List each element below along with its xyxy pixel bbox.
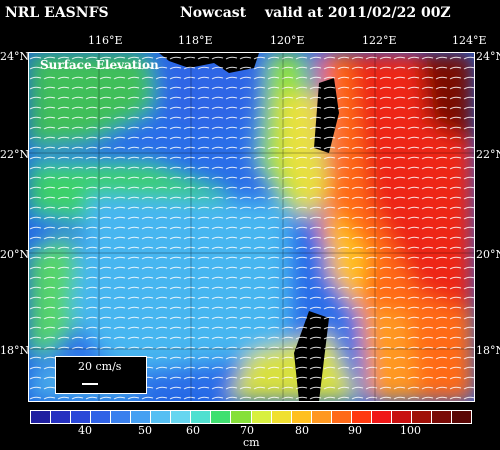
lon-label-116: 116°E (88, 34, 123, 47)
colorbar-swatch (431, 411, 452, 423)
colorbar-tick-90: 90 (348, 424, 362, 437)
colorbar-swatch (31, 411, 52, 423)
header: NRL EASNFS Nowcast valid at 2011/02/22 0… (0, 5, 500, 25)
colorbar-swatch (51, 411, 72, 423)
colorbar-tick-70: 70 (240, 424, 254, 437)
colorbar-swatch (251, 411, 272, 423)
velocity-scale-legend: 20 cm/s (55, 356, 147, 394)
colorbar-swatch (311, 411, 332, 423)
lat-label-right-22: 22°N (476, 148, 500, 161)
colorbar-swatch (451, 411, 472, 423)
scale-arrow (82, 383, 98, 385)
colorbar-swatch (231, 411, 252, 423)
colorbar-swatch (331, 411, 352, 423)
lat-label-left-24: 24°N (0, 50, 30, 63)
colorbar-swatch (191, 411, 212, 423)
valid-time: valid at 2011/02/22 00Z (265, 5, 451, 21)
colorbar-swatch (211, 411, 232, 423)
colorbar-swatch (411, 411, 432, 423)
map-field (29, 53, 474, 401)
lat-label-right-18: 18°N (476, 344, 500, 357)
colorbar-swatch (131, 411, 152, 423)
lon-label-124: 124°E (452, 34, 487, 47)
lat-label-left-20: 20°N (0, 248, 30, 261)
source-title: NRL EASNFS (5, 5, 109, 21)
colorbar-tick-100: 100 (400, 424, 421, 437)
colorbar-swatch (351, 411, 372, 423)
colorbar-swatch (91, 411, 112, 423)
colorbar-tick-50: 50 (138, 424, 152, 437)
lat-label-left-18: 18°N (0, 344, 30, 357)
colorbar-tick-40: 40 (78, 424, 92, 437)
colorbar-swatch (391, 411, 412, 423)
lon-label-122: 122°E (362, 34, 397, 47)
panel-label: Surface Elevation (40, 58, 159, 72)
lat-label-right-20: 20°N (476, 248, 500, 261)
colorbar-units: cm (243, 436, 260, 449)
colorbar-tick-60: 60 (186, 424, 200, 437)
lat-label-right-24: 24°N (476, 50, 500, 63)
colorbar-swatch (171, 411, 192, 423)
scale-label: 20 cm/s (78, 360, 122, 373)
colorbar-swatch (151, 411, 172, 423)
colorbar-swatch (291, 411, 312, 423)
colorbar-swatch (71, 411, 92, 423)
lat-label-left-22: 22°N (0, 148, 30, 161)
colorbar-swatch (111, 411, 132, 423)
colorbar (30, 410, 472, 424)
colorbar-swatch (271, 411, 292, 423)
surface-elevation-map (28, 52, 475, 402)
lon-label-120: 120°E (270, 34, 305, 47)
colorbar-tick-80: 80 (295, 424, 309, 437)
colorbar-swatch (371, 411, 392, 423)
lon-label-118: 118°E (178, 34, 213, 47)
product-title: Nowcast (180, 5, 247, 21)
